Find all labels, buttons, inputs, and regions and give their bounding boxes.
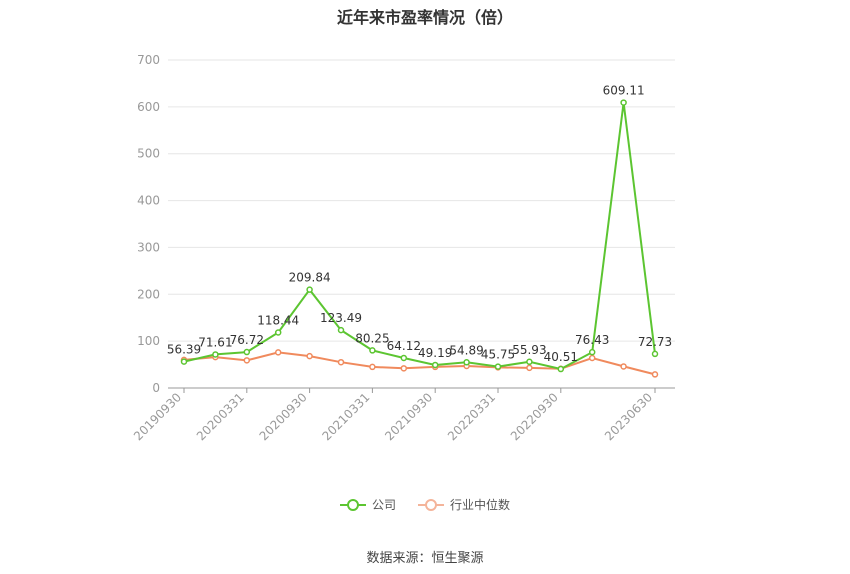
company-data-point [400, 354, 408, 362]
legend-swatch-company [339, 498, 366, 511]
data-label: 72.73 [638, 335, 672, 349]
legend-item-industry-median[interactable]: 行业中位数 [418, 496, 510, 513]
x-tick-label: 20220930 [508, 390, 561, 443]
data-source: 数据来源：恒生聚源 [366, 551, 484, 566]
company-data-point [431, 361, 439, 369]
data-label: 64.12 [387, 339, 421, 353]
company-data-point [463, 359, 470, 366]
chart-title: 近年来市盈率情况（倍） [336, 8, 513, 27]
x-tick-label: 20200930 [257, 390, 310, 443]
company-data-point [557, 365, 565, 373]
company-data-point [651, 350, 659, 358]
y-tick-label: 600 [137, 100, 160, 114]
data-label: 80.25 [355, 331, 389, 345]
company-data-point [526, 358, 533, 366]
company-data-point [620, 99, 627, 106]
industry-median-data-point [369, 363, 376, 371]
legend-label-company: 公司 [371, 498, 396, 512]
industry-median-data-point [274, 349, 282, 356]
data-label: 40.51 [544, 350, 578, 364]
legend-label-industry-median: 行业中位数 [450, 498, 511, 512]
x-tick-label: 20230630 [602, 390, 655, 443]
y-tick-label: 400 [137, 194, 160, 208]
data-label: 609.11 [603, 84, 645, 98]
data-label: 76.72 [230, 333, 264, 347]
x-tick-label: 20190930 [131, 390, 184, 443]
data-label: 123.49 [320, 311, 362, 325]
company-series-line [183, 102, 656, 371]
y-tick-label: 0 [152, 381, 160, 395]
legend-item-company[interactable]: 公司 [339, 496, 396, 513]
legend-swatch-industry-median [418, 498, 444, 511]
legend: 公司 行业中位数 [0, 496, 850, 513]
data-label: 118.44 [257, 314, 299, 328]
x-tick-label: 20220331 [445, 390, 498, 443]
company-data-point [306, 286, 313, 293]
data-label: 55.93 [512, 343, 546, 357]
data-label: 54.89 [449, 343, 483, 357]
y-tick-label: 500 [137, 147, 160, 161]
data-label: 76.43 [575, 333, 609, 347]
company-data-point [369, 347, 376, 354]
data-label: 45.75 [481, 348, 515, 362]
y-tick-label: 300 [137, 240, 160, 254]
company-data-point [588, 348, 596, 356]
data-label: 49.19 [418, 346, 452, 360]
industry-median-data-point [588, 354, 596, 362]
data-label: 71.61 [198, 335, 232, 349]
company-data-point [494, 363, 502, 370]
company-data-point [212, 351, 219, 358]
company-data-point [337, 326, 345, 334]
x-tick-label: 20200331 [194, 390, 247, 443]
industry-median-data-point [526, 364, 533, 372]
data-label: 56.39 [167, 343, 201, 357]
y-tick-label: 200 [137, 287, 160, 301]
x-tick-label: 20210930 [382, 390, 435, 443]
company-data-point [274, 329, 282, 336]
industry-median-data-point [337, 358, 345, 366]
industry-median-data-point [400, 365, 408, 372]
company-data-point [180, 358, 188, 365]
y-tick-label: 700 [137, 53, 160, 67]
x-tick-label: 20210331 [319, 390, 372, 443]
industry-median-series-line [183, 351, 656, 376]
y-tick-label: 100 [137, 334, 160, 348]
data-label: 209.84 [289, 271, 331, 285]
industry-median-data-point [651, 371, 659, 378]
industry-median-data-point [243, 357, 251, 364]
industry-median-data-point [306, 352, 313, 360]
industry-median-data-point [620, 363, 627, 370]
company-data-point [243, 348, 251, 356]
